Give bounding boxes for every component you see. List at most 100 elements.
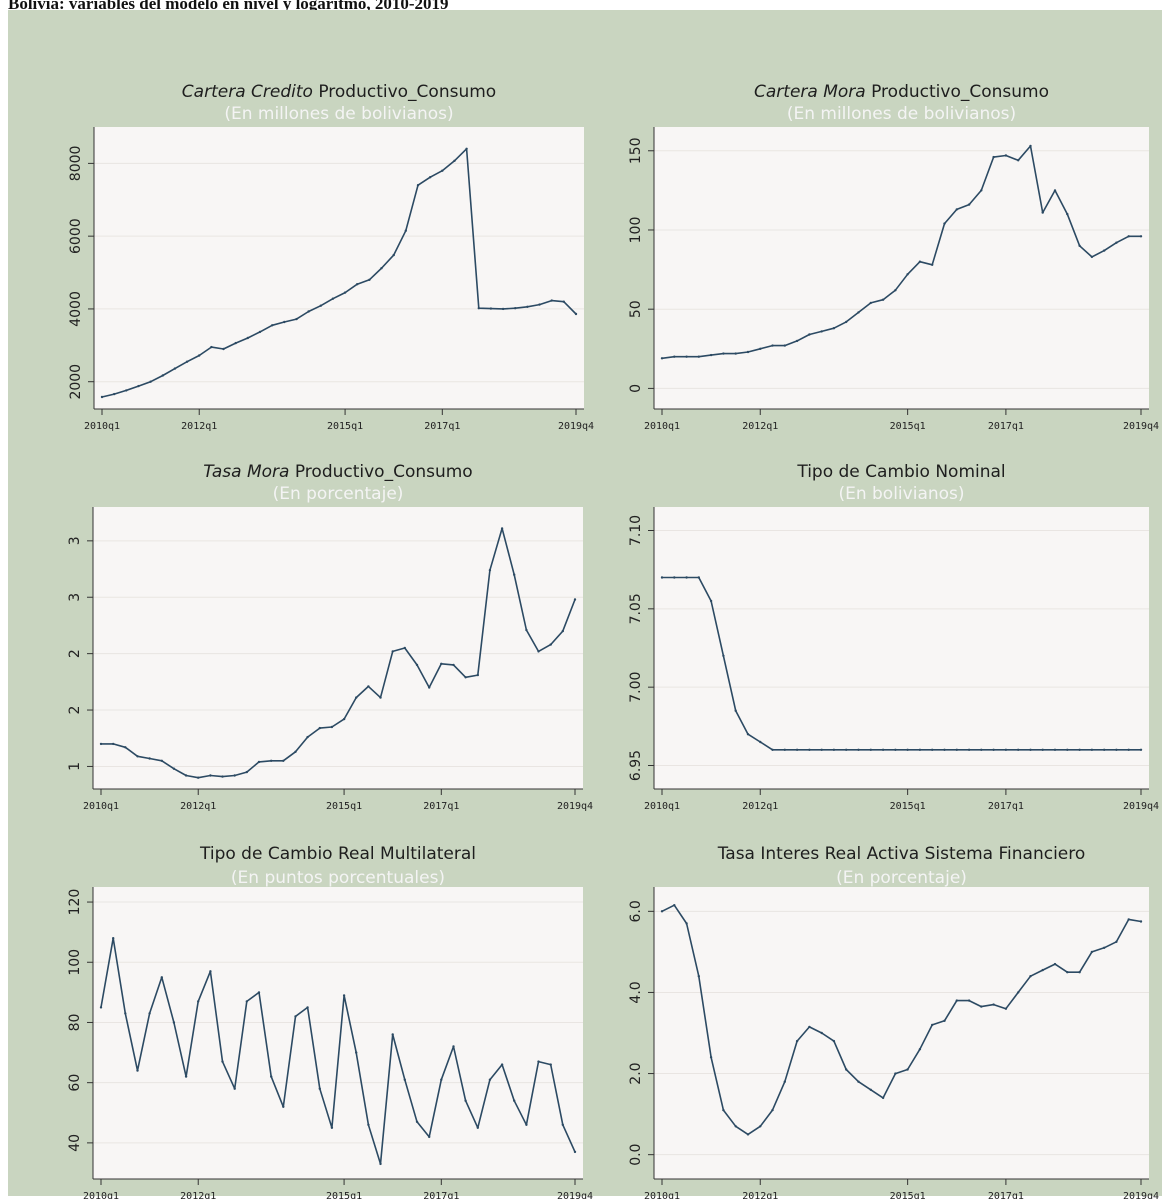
x-tick-label: 2015q1: [890, 801, 926, 812]
data-point: [125, 389, 128, 392]
data-point: [209, 774, 212, 777]
chart-subtitle: (En millones de bolivianos): [787, 104, 1016, 124]
data-point: [184, 774, 188, 777]
y-tick-label: 7.10: [628, 515, 644, 546]
data-point: [1127, 235, 1130, 238]
data-point: [1115, 241, 1118, 244]
data-point: [210, 345, 213, 349]
data-point: [221, 1060, 224, 1063]
data-point: [452, 1045, 455, 1048]
data-point: [453, 159, 456, 162]
plot-area: [94, 127, 584, 409]
data-point: [550, 299, 553, 302]
plot-area: [93, 507, 583, 789]
data-point: [514, 307, 517, 310]
data-point: [1053, 189, 1057, 192]
data-point: [574, 312, 578, 316]
data-point: [808, 748, 811, 751]
data-point: [549, 1063, 552, 1066]
data-point: [245, 770, 248, 774]
data-point: [561, 1123, 564, 1126]
data-point: [943, 222, 946, 225]
data-point: [124, 746, 127, 749]
data-point: [391, 1033, 394, 1036]
data-point: [869, 301, 872, 305]
data-point: [356, 283, 359, 286]
data-point: [906, 1068, 909, 1071]
x-tick-label: 2019q4: [1123, 421, 1159, 432]
data-point: [306, 1006, 309, 1009]
data-point: [1017, 991, 1020, 994]
chart-title-text: Productivo_Consumo: [295, 462, 473, 482]
plot-area: [654, 887, 1149, 1179]
data-point: [1066, 971, 1069, 974]
data-point: [992, 155, 995, 159]
data-point: [172, 767, 176, 770]
x-tick-label: 2010q1: [644, 801, 680, 812]
data-point: [271, 324, 274, 327]
data-point: [795, 339, 799, 343]
data-point: [342, 717, 346, 721]
data-point: [980, 1005, 983, 1008]
data-point: [832, 748, 836, 751]
data-point: [673, 904, 676, 907]
x-tick-label: 2012q1: [742, 801, 778, 812]
data-point: [771, 344, 774, 347]
data-point: [282, 1105, 285, 1108]
series-line: [661, 145, 1141, 360]
data-point: [355, 1051, 358, 1054]
data-point: [918, 748, 922, 751]
data-point: [330, 1126, 334, 1129]
data-point: [759, 347, 762, 350]
data-point: [857, 748, 860, 751]
data-point: [258, 330, 262, 334]
chart-title-italic: Cartera Credito: [182, 82, 313, 102]
data-point: [234, 341, 237, 345]
data-point: [1103, 946, 1106, 949]
data-point: [367, 1123, 370, 1126]
data-point: [992, 1003, 995, 1006]
x-tick-label: 2017q1: [988, 421, 1024, 432]
data-point: [465, 147, 468, 150]
data-point: [722, 654, 725, 657]
chart-title-text: Productivo_Consumo: [871, 82, 1049, 102]
chart-cartera-credito: Cartera Credito Productivo_Consumo(En mi…: [68, 82, 594, 432]
data-point: [685, 922, 688, 925]
data-point: [148, 757, 151, 760]
data-point: [894, 289, 897, 292]
data-point: [477, 307, 480, 310]
data-point: [488, 569, 492, 572]
data-point: [1139, 748, 1143, 751]
data-point: [379, 1162, 382, 1166]
data-point: [943, 748, 946, 751]
data-point: [148, 1012, 151, 1015]
chart-tasa-interes: Tasa Interes Real Activa Sistema Financi…: [628, 844, 1159, 1199]
chart-title-italic: Cartera Mora: [754, 82, 866, 102]
data-point: [894, 748, 897, 751]
data-point: [943, 1019, 946, 1022]
data-point: [1078, 244, 1081, 247]
data-point: [832, 1039, 836, 1043]
data-point: [709, 599, 713, 603]
x-tick-label: 2019q4: [557, 801, 593, 812]
x-tick-label: 2012q1: [181, 421, 217, 432]
x-tick-label: 2012q1: [742, 421, 778, 432]
data-point: [415, 1120, 419, 1123]
data-point: [906, 748, 909, 751]
data-point: [306, 735, 309, 739]
data-point: [709, 1056, 713, 1059]
y-tick-label: 2: [67, 706, 83, 715]
y-tick-label: 60: [67, 1074, 83, 1092]
chart-tasa-mora: Tasa Mora Productivo_Consumo(En porcenta…: [67, 462, 593, 812]
data-point: [124, 1012, 127, 1015]
y-tick-label: 3: [67, 536, 83, 545]
data-point: [660, 910, 664, 913]
data-point: [136, 1069, 139, 1072]
data-point: [149, 380, 152, 383]
data-point: [416, 184, 420, 187]
data-point: [525, 1123, 528, 1126]
data-point: [172, 1021, 176, 1024]
y-tick-label: 7.05: [628, 593, 644, 624]
y-tick-label: 100: [67, 949, 83, 976]
x-tick-label: 2017q1: [423, 801, 459, 812]
